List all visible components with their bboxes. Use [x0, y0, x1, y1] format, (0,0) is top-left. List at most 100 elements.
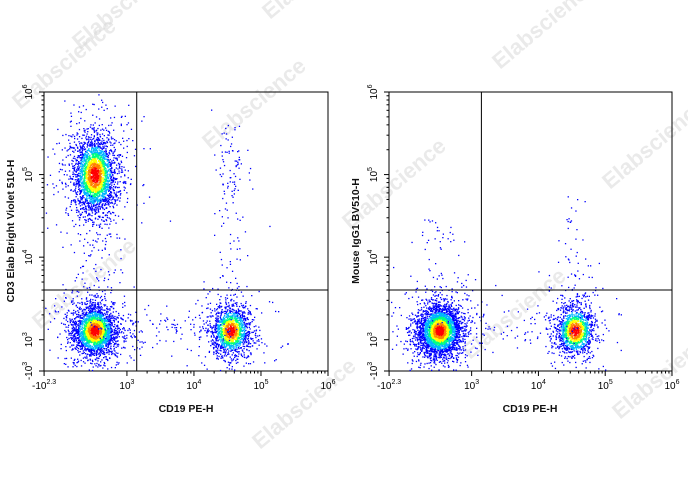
event-dot [91, 151, 93, 153]
event-dot [76, 134, 78, 136]
event-dot [73, 333, 76, 336]
event-dot [99, 306, 101, 308]
event-dot [65, 319, 67, 321]
event-dot [88, 335, 91, 337]
event-dot [94, 311, 96, 313]
event-dot [97, 208, 100, 210]
event-dot [87, 241, 89, 244]
event-dot [110, 192, 113, 194]
event-dot [117, 317, 119, 319]
event-dot [93, 305, 95, 308]
event-dot [79, 201, 81, 203]
event-dot [98, 313, 100, 316]
event-dot [75, 163, 77, 165]
event-dot [81, 176, 83, 178]
event-dot [94, 294, 96, 296]
event-dot [76, 334, 79, 336]
event-dot [79, 143, 81, 145]
event-dot [101, 325, 103, 327]
event-dot [97, 306, 99, 308]
event-dot [82, 345, 84, 347]
event-dot [109, 306, 112, 308]
event-dot [110, 338, 112, 340]
event-dot [68, 324, 70, 326]
event-dot [94, 345, 96, 348]
event-dot [75, 331, 77, 333]
event-dot [78, 149, 81, 151]
event-dot [106, 199, 108, 201]
event-dot [109, 173, 112, 175]
event-dot [107, 323, 109, 325]
event-dot [103, 188, 105, 191]
event-dot [108, 211, 110, 213]
event-dot [75, 304, 77, 306]
event-dot [72, 321, 74, 323]
event-dot [98, 172, 101, 175]
event-dot [88, 141, 90, 143]
event-dot [76, 365, 78, 368]
event-dot [106, 165, 108, 167]
event-dot [95, 171, 97, 174]
event-dot [99, 301, 101, 303]
event-dot [94, 175, 96, 177]
event-dot [159, 323, 161, 325]
event-dot [74, 358, 76, 361]
event-dot [114, 331, 116, 334]
event-dot [115, 340, 117, 343]
event-dot [93, 171, 95, 173]
event-dot [94, 177, 96, 180]
event-dot [75, 143, 77, 146]
event-dot [61, 163, 63, 165]
event-dot [90, 191, 93, 193]
event-dot [106, 186, 108, 188]
event-dot [107, 159, 109, 161]
event-dot [139, 341, 141, 343]
event-dot [78, 211, 80, 213]
event-dot [93, 223, 95, 225]
event-dot [73, 309, 75, 312]
event-dot [72, 199, 75, 202]
event-dot [103, 155, 105, 157]
event-dot [74, 322, 77, 325]
event-dot [102, 328, 104, 330]
event-dot [73, 338, 75, 340]
event-dot [91, 147, 93, 150]
event-dot [101, 318, 103, 320]
event-dot [79, 322, 81, 324]
event-dot [89, 176, 91, 178]
event-dot [120, 332, 122, 334]
event-dot [79, 302, 81, 304]
event-dot [65, 133, 67, 136]
event-dot [99, 312, 102, 314]
event-dot [240, 302, 242, 305]
event-dot [89, 350, 91, 352]
event-dot [121, 155, 124, 157]
event-dot [82, 343, 84, 345]
event-dot [60, 231, 62, 233]
event-dot [91, 198, 93, 200]
event-dot [113, 345, 115, 347]
event-dot [113, 183, 115, 186]
event-dot [117, 321, 119, 323]
event-dot [87, 187, 89, 189]
event-dot [86, 287, 88, 289]
event-dot [99, 177, 101, 179]
event-dot [148, 196, 151, 198]
event-dot [81, 341, 83, 343]
event-dot [106, 158, 108, 160]
event-dot [83, 188, 86, 190]
event-dot [83, 156, 86, 159]
event-dot [110, 179, 113, 181]
event-dot [66, 317, 68, 319]
event-dot [90, 340, 93, 342]
event-dot [81, 142, 83, 144]
event-dot [95, 130, 97, 132]
event-dot [133, 322, 135, 324]
event-dot [102, 173, 104, 175]
event-dot [102, 171, 104, 173]
event-dot [81, 149, 84, 151]
event-dot [96, 194, 98, 196]
event-dot [102, 176, 104, 179]
event-dot [91, 198, 93, 200]
event-dot [90, 219, 92, 221]
